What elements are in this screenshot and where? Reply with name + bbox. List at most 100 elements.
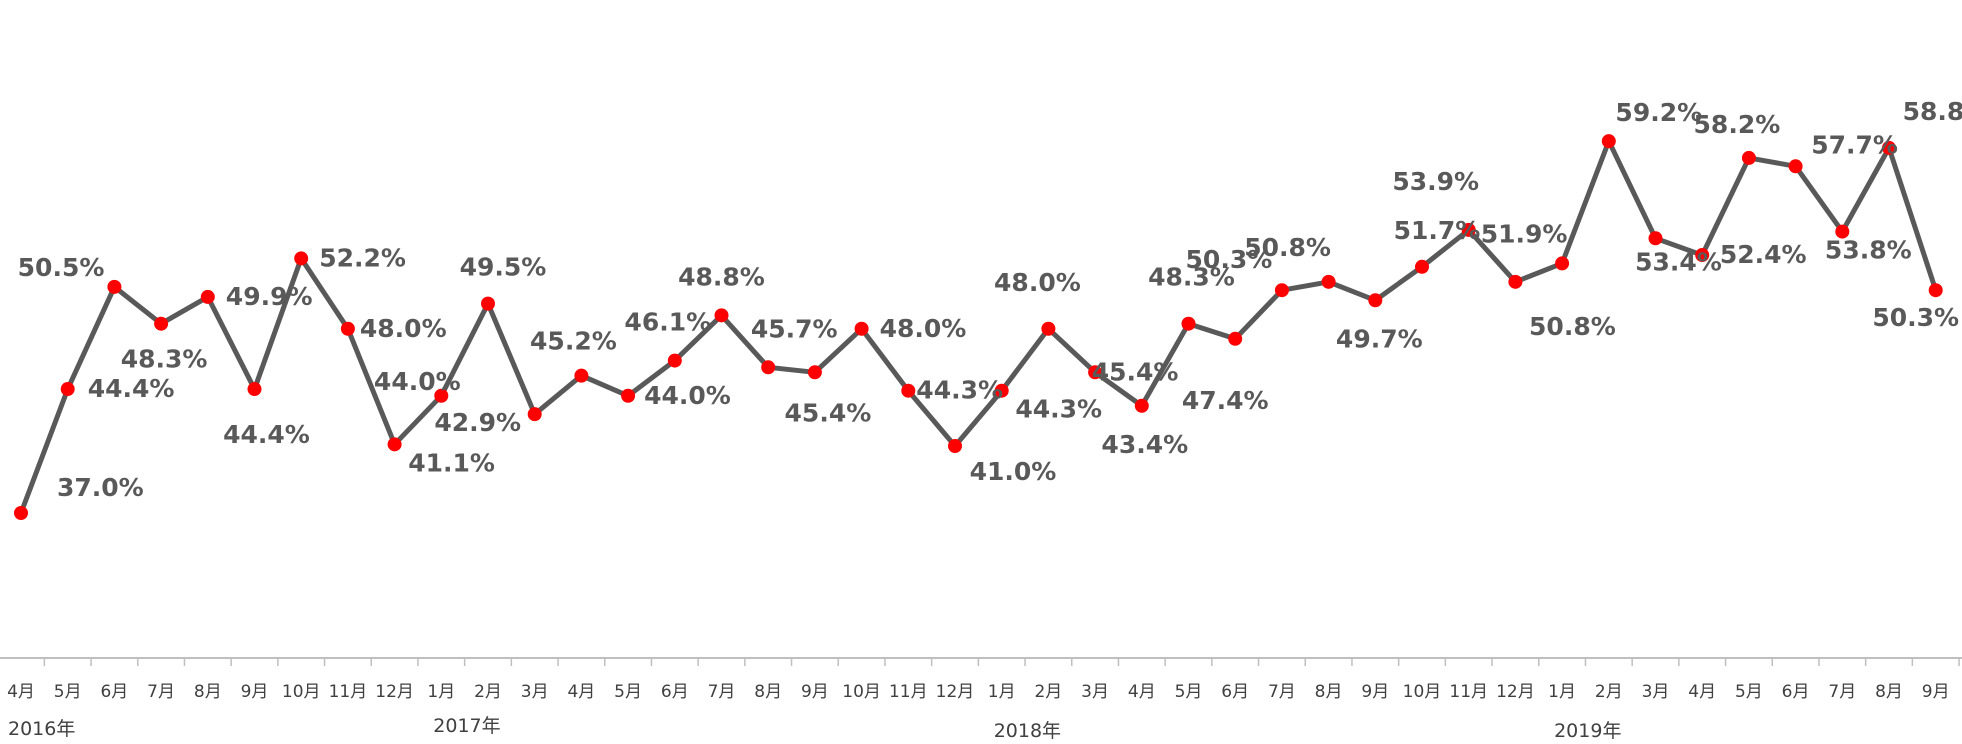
x-tick-label: 1月 [1548, 682, 1576, 702]
data-label: 51.7% [1394, 216, 1481, 245]
x-tick-label: 7月 [708, 682, 736, 702]
data-label: 45.4% [1092, 357, 1179, 386]
data-label: 48.3% [1148, 263, 1235, 292]
data-label: 53.8% [1825, 236, 1912, 265]
x-tick-label: 2月 [474, 682, 502, 702]
data-label: 48.3% [121, 345, 208, 374]
data-point [247, 382, 262, 397]
x-tick-label: 9月 [801, 682, 829, 702]
x-tick-label: 6月 [661, 682, 689, 702]
data-point [1835, 224, 1850, 239]
data-label: 53.4% [1635, 247, 1722, 276]
data-point [1882, 140, 1896, 155]
data-point [1508, 274, 1523, 289]
year-label: 2016年 [8, 718, 75, 740]
x-tick-label: 3月 [1642, 682, 1670, 702]
data-point [1461, 222, 1476, 237]
data-point [1741, 150, 1756, 165]
data-label: 37.0% [57, 473, 144, 502]
x-tick-label: 7月 [1268, 682, 1296, 702]
x-tick-label: 10月 [1403, 682, 1442, 702]
year-label: 2017年 [433, 715, 500, 737]
data-label: 48.8% [678, 262, 765, 291]
x-tick-label: 5月 [54, 682, 82, 702]
x-tick-label: 8月 [754, 682, 782, 702]
x-axis-labels: 4月 5月 6月 7月 8月 9月 10月 11月 12月 1月 2月 3月 4月 5月 6月 7月 8月 9月 1… [7, 682, 1950, 702]
data-point [1788, 159, 1803, 174]
data-point [574, 368, 589, 383]
data-label: 52.2% [319, 243, 406, 272]
data-label: 44.3% [1015, 395, 1102, 424]
x-tick-label: 8月 [194, 682, 222, 702]
data-label: 49.9% [226, 282, 313, 311]
data-point [14, 506, 28, 520]
x-tick-label: 10月 [842, 682, 881, 702]
data-label: 47.4% [1182, 386, 1269, 415]
data-label: 50.8% [1529, 312, 1616, 341]
year-labels: 2016年 2017年 2018年 2019年 [8, 715, 1621, 742]
x-tick-label: 9月 [241, 682, 269, 702]
x-tick-label: 12月 [375, 682, 414, 702]
data-point [434, 388, 449, 403]
x-tick-label: 2月 [1034, 682, 1062, 702]
year-label: 2018年 [994, 720, 1061, 742]
data-point [1274, 283, 1289, 298]
data-label: 48.0% [360, 314, 447, 343]
data-point [667, 353, 682, 368]
x-tick-label: 6月 [1782, 682, 1810, 702]
data-label: 43.4% [1101, 430, 1188, 459]
x-tick-label: 8月 [1875, 682, 1903, 702]
data-point [481, 296, 495, 311]
x-tick-label: 7月 [147, 682, 175, 702]
x-tick-label: 4月 [1688, 682, 1716, 702]
data-point [200, 289, 215, 304]
data-label: 50.8% [1244, 233, 1331, 262]
x-tick-label: 2月 [1595, 682, 1623, 702]
x-tick-label: 12月 [1496, 682, 1535, 702]
x-tick-label: 1月 [427, 682, 455, 702]
data-point [901, 383, 916, 398]
data-points [14, 134, 1943, 520]
data-label: 49.7% [1336, 324, 1423, 353]
data-labels: 37.0% 44.4% 50.5% 48.3% 49.9% 44.4% 52.2% 48.0%… [18, 97, 1962, 502]
data-point [621, 388, 636, 403]
x-tick-label: 9月 [1361, 682, 1389, 702]
x-tick-label: 4月 [567, 682, 595, 702]
data-label: 45.2% [530, 327, 617, 356]
x-tick-label: 4月 [7, 682, 35, 702]
data-point [340, 321, 355, 336]
data-label: 57.7% [1811, 130, 1898, 159]
data-label: 44.0% [374, 367, 461, 396]
data-label: 58.2% [1694, 110, 1781, 139]
x-tick-label: 3月 [521, 682, 549, 702]
x-tick-label: 6月 [1221, 682, 1249, 702]
data-label: 48.0% [880, 314, 967, 343]
data-point [1134, 398, 1149, 413]
data-point [807, 365, 822, 380]
data-label: 49.5% [460, 253, 547, 282]
data-point [60, 382, 75, 397]
data-label: 42.9% [434, 408, 521, 437]
data-point [994, 383, 1009, 398]
data-point [154, 316, 169, 331]
series-line [18, 138, 1939, 514]
data-point [294, 251, 309, 266]
data-label: 50.3% [1872, 303, 1959, 332]
data-point [948, 439, 962, 453]
data-point [1368, 293, 1383, 308]
data-label: 45.4% [785, 398, 872, 427]
x-tick-label: 11月 [889, 682, 928, 702]
data-point [107, 279, 122, 294]
year-label: 2019年 [1554, 720, 1621, 742]
data-point [1228, 331, 1243, 346]
x-tick-label: 4月 [1128, 682, 1156, 702]
x-axis-ticks [43, 658, 1960, 666]
x-tick-label: 10月 [282, 682, 321, 702]
data-label: 46.1% [624, 308, 711, 337]
data-label: 44.4% [88, 374, 175, 403]
data-point [854, 321, 869, 336]
x-tick-label: 7月 [1828, 682, 1856, 702]
data-point [1555, 256, 1570, 271]
data-label: 41.1% [408, 448, 495, 477]
